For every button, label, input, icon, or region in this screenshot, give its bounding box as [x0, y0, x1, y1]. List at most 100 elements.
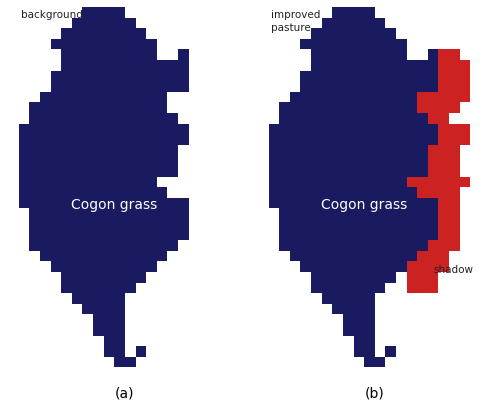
Bar — [438, 177, 449, 187]
Bar — [125, 134, 136, 145]
Bar — [82, 113, 93, 124]
Bar — [364, 124, 374, 134]
Bar — [406, 240, 417, 251]
Bar — [406, 145, 417, 156]
Bar — [290, 230, 300, 240]
Bar — [104, 70, 115, 81]
Bar — [104, 60, 115, 70]
Bar — [322, 283, 332, 293]
Bar — [114, 49, 125, 60]
Bar — [82, 39, 93, 49]
Bar — [156, 70, 168, 81]
Bar — [343, 92, 353, 102]
Bar — [354, 272, 364, 283]
Bar — [104, 314, 115, 325]
Bar — [428, 145, 438, 156]
Bar — [125, 166, 136, 177]
Bar — [62, 251, 72, 262]
Bar — [406, 124, 417, 134]
Bar — [374, 166, 386, 177]
Bar — [93, 18, 104, 28]
Bar — [449, 187, 460, 198]
Bar — [93, 166, 104, 177]
Bar — [406, 208, 417, 219]
Bar — [322, 18, 332, 28]
Bar — [343, 198, 353, 208]
Bar — [438, 49, 449, 60]
Bar — [114, 60, 125, 70]
Bar — [93, 262, 104, 272]
Bar — [438, 230, 449, 240]
Bar — [136, 166, 146, 177]
Bar — [82, 70, 93, 81]
Bar — [114, 262, 125, 272]
Bar — [396, 230, 406, 240]
Bar — [386, 177, 396, 187]
Bar — [428, 166, 438, 177]
Bar — [311, 166, 322, 177]
Bar — [417, 208, 428, 219]
Bar — [72, 230, 83, 240]
Bar — [136, 102, 146, 113]
Bar — [364, 230, 374, 240]
Bar — [136, 219, 146, 230]
Bar — [168, 134, 178, 145]
Bar — [364, 18, 374, 28]
Bar — [311, 39, 322, 49]
Bar — [354, 208, 364, 219]
Bar — [146, 124, 156, 134]
Bar — [93, 70, 104, 81]
Bar — [93, 49, 104, 60]
Bar — [396, 198, 406, 208]
Bar — [438, 156, 449, 166]
Bar — [386, 70, 396, 81]
Bar — [62, 219, 72, 230]
Bar — [374, 81, 386, 92]
Bar — [386, 166, 396, 177]
Bar — [343, 314, 353, 325]
Bar — [364, 325, 374, 336]
Bar — [146, 208, 156, 219]
Bar — [438, 262, 449, 272]
Bar — [62, 60, 72, 70]
Bar — [178, 208, 188, 219]
Bar — [114, 240, 125, 251]
Bar — [114, 70, 125, 81]
Bar — [322, 49, 332, 60]
Bar — [114, 113, 125, 124]
Bar — [156, 145, 168, 156]
Bar — [82, 145, 93, 156]
Bar — [50, 198, 62, 208]
Bar — [449, 134, 460, 145]
Bar — [332, 18, 343, 28]
Bar — [93, 230, 104, 240]
Bar — [406, 166, 417, 177]
Bar — [104, 7, 115, 18]
Bar — [62, 177, 72, 187]
Bar — [343, 145, 353, 156]
Bar — [322, 219, 332, 230]
Bar — [428, 134, 438, 145]
Bar — [168, 240, 178, 251]
Bar — [364, 49, 374, 60]
Bar — [364, 166, 374, 177]
Bar — [30, 145, 40, 156]
Bar — [104, 325, 115, 336]
Bar — [386, 49, 396, 60]
Bar — [386, 262, 396, 272]
Bar — [311, 208, 322, 219]
Bar — [428, 219, 438, 230]
Bar — [364, 293, 374, 304]
Bar — [125, 240, 136, 251]
Bar — [290, 156, 300, 166]
Bar — [168, 166, 178, 177]
Bar — [396, 102, 406, 113]
Bar — [104, 283, 115, 293]
Bar — [374, 70, 386, 81]
Bar — [50, 208, 62, 219]
Bar — [364, 70, 374, 81]
Bar — [300, 134, 311, 145]
Bar — [93, 102, 104, 113]
Bar — [104, 92, 115, 102]
Bar — [62, 272, 72, 283]
